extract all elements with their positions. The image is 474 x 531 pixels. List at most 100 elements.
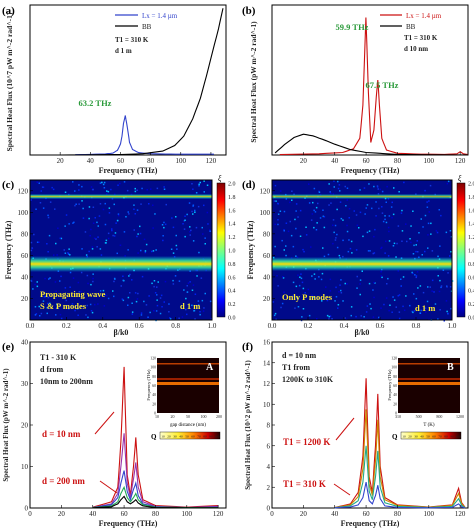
panel-d-noise-dot [318, 190, 320, 193]
panel-d-noise-dot [322, 247, 324, 249]
panel-c-noise-dot [117, 213, 120, 215]
panel-c-noise-dot [206, 184, 209, 186]
panel-c-xtick-label: 0.0 [26, 322, 35, 330]
panel-a-label: (a) [2, 5, 15, 17]
panel-f-inset-cbtick: 30 [414, 435, 418, 439]
panel-d-colorbar-ticks: 2.0 1.8 1.6 1.4 1.2 1.0 0.8 0.6 0.4 0.2 0.0 [468, 182, 474, 322]
panel-d-noise-dot [445, 300, 448, 302]
panel-d-noise-dot [395, 306, 397, 308]
panel-c-noise-dot [210, 318, 213, 320]
panel-d-noise-dot [275, 318, 277, 321]
panel-c-noise-dot [77, 281, 80, 284]
panel-c-noise-dot [123, 231, 126, 233]
panel-d-noise-dot [346, 224, 348, 227]
panel-d-noise-dot [308, 314, 311, 317]
panel-e-xtick-label: 40 [89, 510, 97, 518]
panel-c-noise-dot [203, 180, 205, 182]
panel-d-noise-dot [415, 250, 417, 253]
panel-c-noise-dot [136, 235, 138, 238]
panel-e-inset-cbtick: 30 [173, 435, 177, 439]
panel-d-noise-dot [440, 285, 443, 287]
panel-d-noise-dot [336, 233, 338, 236]
panel-d-noise-dot [323, 216, 326, 218]
panel-d-noise-dot [337, 180, 339, 183]
panel-d-noise-dot [295, 210, 297, 212]
panel-c-noise-dot [42, 207, 45, 209]
panel-c-noise-dot [192, 188, 194, 190]
panel-e-inset-ytick: 20 [152, 402, 156, 406]
panel-c-noise-dot [113, 280, 115, 283]
panel-c-noise-dot [108, 207, 111, 209]
panel-c-noise-dot [39, 315, 41, 317]
panel-d-noise-dot [335, 237, 337, 239]
panel-d-noise-dot [313, 187, 316, 190]
panel-e-inset-x-ticks: 10 20 50 100 200 [155, 414, 222, 419]
panel-c-noise-dot [40, 312, 43, 315]
panel-d-noise-dot [388, 215, 391, 217]
panel-d-noise-dot [370, 307, 372, 310]
panel-d-noise-dot [333, 231, 335, 234]
panel-c-noise-dot [47, 296, 50, 299]
panel-c-noise-dot [54, 281, 57, 283]
panel-c-noise-dot [98, 215, 101, 217]
panel-c-noise-dot [134, 190, 137, 193]
panel-c-noise-dot [91, 248, 94, 250]
panel-b-xtick-label: 40 [331, 157, 339, 165]
panel-c-noise-dot [87, 282, 89, 285]
panel-d-noise-dot [285, 254, 287, 257]
panel-d-noise-dot [434, 303, 437, 305]
panel-a-xlabel: Frequency (THz) [99, 166, 158, 175]
panel-c-noise-dot [92, 222, 95, 224]
panel-e-x-ticks: 0 20 40 60 80 100 120 [28, 505, 224, 518]
panel-c-noise-dot [140, 314, 143, 316]
panel-c-noise-dot [204, 237, 206, 239]
panel-d-label: (d) [242, 179, 256, 191]
panel-c-noise-dot [201, 226, 203, 229]
panel-d-ytick-label: 80 [263, 230, 271, 238]
panel-c-noise-dot [133, 229, 135, 231]
panel-b-peak-label-1: 59.9 THz [336, 22, 369, 32]
panel-d-noise-dot [340, 292, 343, 294]
panel-a-x-ticks: 20 40 60 80 100 120 [57, 152, 217, 165]
panel-d-noise-dot [334, 239, 337, 241]
panel-c-noise-dot [92, 206, 95, 208]
panel-d-noise-dot [347, 250, 350, 253]
panel-c-noise-dot [136, 189, 138, 191]
panel-c-noise-dot [47, 214, 49, 217]
panel-e-arrow-1 [94, 411, 115, 435]
panel-d-noise-dot [380, 270, 382, 273]
panel-d-noise-dot [282, 277, 285, 279]
panel-d-noise-dot [358, 227, 360, 229]
panel-c-noise-dot [186, 291, 189, 293]
panel-c-noise-dot [195, 226, 198, 229]
panel-c-noise-dot [141, 187, 143, 190]
panel-e-inset-ytick: 120 [150, 357, 156, 361]
panel-d-noise-dot [438, 290, 441, 293]
panel-c-noise-dot [113, 203, 115, 206]
panel-c-noise-dot [117, 184, 119, 186]
panel-d-noise-dot [363, 187, 366, 189]
panel-d-noise-dot [285, 245, 287, 247]
panel-c-noise-dot [168, 311, 170, 313]
panel-d-noise-dot [279, 210, 282, 212]
panel-b-x-ticks: 20 40 60 80 100 120 [300, 152, 466, 165]
panel-c-noise-dot [119, 244, 122, 246]
panel-c-noise-dot [69, 286, 71, 288]
panel-e-inset-band-2 [157, 378, 219, 380]
panel-d-noise-dot [297, 274, 299, 276]
panel-d-noise-dot [371, 207, 373, 210]
panel-c-noise-dot [178, 280, 181, 282]
panel-d-noise-dot [305, 234, 308, 236]
panel-c-noise-dot [102, 183, 105, 186]
panel-c-noise-dot [113, 295, 115, 298]
panel-d-noise-dot [339, 190, 341, 192]
panel-f-label: (f) [242, 341, 253, 353]
panel-c-annotation-3: d 1 m [180, 301, 200, 311]
panel-c-noise-dot [64, 225, 66, 227]
panel-c-noise-dot [107, 237, 110, 240]
panel-e-inset-band-1 [157, 382, 219, 385]
panel-d-noise-dot [400, 212, 403, 214]
panel-c-noise-dot [91, 246, 94, 248]
panel-d-colorbar-tick: 0.8 [468, 262, 474, 268]
panel-e-inset-cbtick: 80 [203, 435, 207, 439]
